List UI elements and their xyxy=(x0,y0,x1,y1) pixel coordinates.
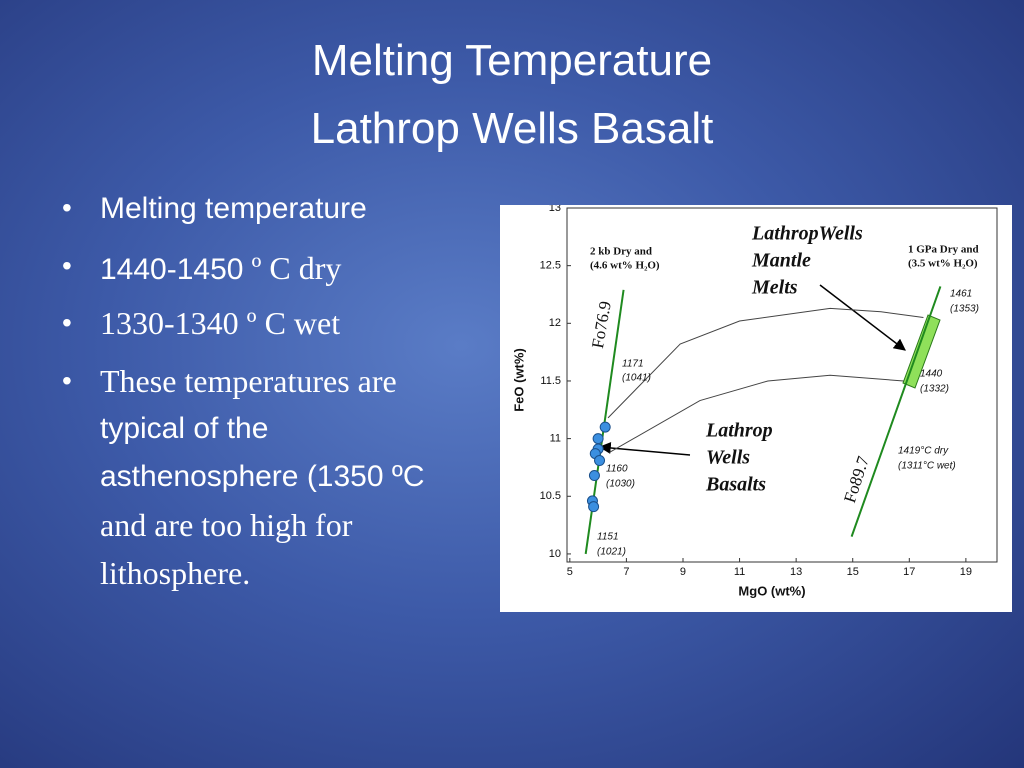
annotation: Mantle xyxy=(751,250,811,272)
y-tick-label: 10 xyxy=(549,548,561,560)
x-tick-label: 19 xyxy=(960,566,972,578)
title-line: Melting Temperature xyxy=(311,36,713,85)
bullet-text: typical of the xyxy=(100,412,269,445)
bullet-dot: • xyxy=(62,192,72,223)
x-tick-label: 11 xyxy=(734,566,745,578)
bullet-text: lithosphere. xyxy=(100,555,251,591)
annotation: 1461 xyxy=(950,289,972,300)
bullet-dot: • xyxy=(62,307,72,338)
y-tick-label: 13 xyxy=(549,205,561,214)
bullet-text: and are too high for xyxy=(100,507,353,543)
annotation: (1030) xyxy=(606,479,635,490)
bullet-text: 1440-1450 º C dry xyxy=(100,250,341,287)
annotation: (1353) xyxy=(950,304,979,315)
bullet-dot: • xyxy=(62,365,72,396)
bullet-run: 1440-1450 xyxy=(100,253,244,286)
arrow xyxy=(598,441,691,456)
annotation: (1332) xyxy=(920,384,949,395)
annotation: LathropWells xyxy=(751,223,863,245)
bullet-text: asthenosphere (1350 ºC xyxy=(100,460,425,493)
annotation: 1440 xyxy=(920,369,943,380)
annotation: 1 GPa Dry and xyxy=(908,244,979,256)
annotation: 1171 xyxy=(622,359,644,370)
annotation: 1160 xyxy=(606,464,628,475)
x-tick-label: 15 xyxy=(847,566,859,578)
annotation: (3.5 wt% H₂O) xyxy=(908,258,978,270)
arrow xyxy=(819,284,906,351)
annotation: Melts xyxy=(751,277,798,299)
y-tick-label: 11 xyxy=(550,433,561,445)
plot-frame xyxy=(566,207,998,563)
annotation: Lathrop xyxy=(705,420,773,442)
forsterite-line xyxy=(850,286,942,537)
annotation: (4.6 wt% H₂O) xyxy=(590,260,660,272)
bullet-text: 1330-1340 º C wet xyxy=(100,305,341,341)
annotation: 1151 xyxy=(597,532,619,543)
y-tick-label: 10.5 xyxy=(540,490,561,502)
annotation: (1041) xyxy=(622,373,651,384)
annotation: Wells xyxy=(706,447,750,469)
model-curve xyxy=(609,374,904,453)
x-axis-label: MgO (wt%) xyxy=(738,583,805,598)
data-point xyxy=(588,501,600,513)
x-tick-label: 17 xyxy=(903,566,915,578)
highlight-box xyxy=(902,314,941,389)
x-tick-label: 13 xyxy=(790,566,802,578)
chart-background xyxy=(500,205,1012,612)
annotation: (1311°C wet) xyxy=(898,461,956,472)
annotation: Basalts xyxy=(705,474,766,496)
data-point xyxy=(599,421,611,433)
x-tick-label: 7 xyxy=(623,566,629,578)
title-line: Lathrop Wells Basalt xyxy=(310,104,714,153)
x-tick-label: 9 xyxy=(680,566,686,578)
data-point xyxy=(592,433,604,445)
bullet-text: These temperatures are xyxy=(100,363,397,399)
annotation: 2 kb Dry and xyxy=(590,246,652,258)
chart: 5 7 9 11 13 15 17 19 10 10.5 11 11.5 12 12.5 13 MgO (wt… xyxy=(500,205,1012,612)
y-tick-label: 12 xyxy=(549,317,561,329)
bullet-dot: • xyxy=(62,250,72,281)
data-point xyxy=(588,470,600,482)
x-tick-label: 5 xyxy=(567,566,573,578)
model-curve xyxy=(607,307,924,419)
y-tick-label: 12.5 xyxy=(540,260,561,272)
y-tick-label: 11.5 xyxy=(540,375,561,387)
y-axis-label: FeO (wt%) xyxy=(511,348,526,412)
annotation: (1021) xyxy=(597,547,626,558)
annotation: 1419°C dry xyxy=(898,446,949,457)
bullet-run: º C dry xyxy=(243,250,342,286)
data-point xyxy=(594,455,606,467)
bullet-text: Melting temperature xyxy=(100,192,367,225)
